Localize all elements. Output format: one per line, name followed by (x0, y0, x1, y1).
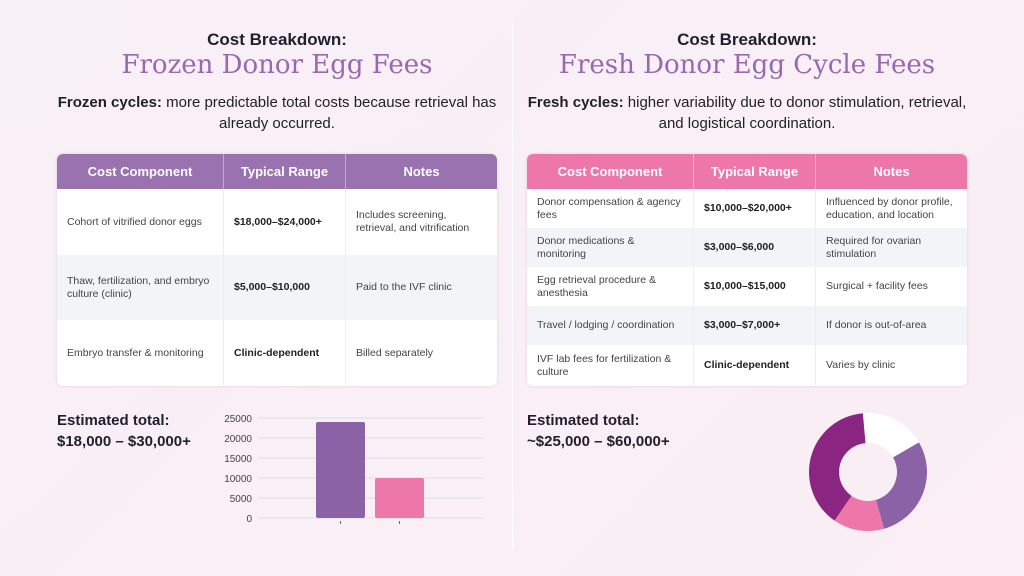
panel-title: Frozen Donor Egg Fees (121, 50, 433, 80)
table-row: Travel / lodging / coordination $3,000–$7… (527, 306, 967, 345)
subtitle-bold: Fresh cycles: (527, 94, 624, 111)
table-cell: Donor medications & monitoring (527, 228, 694, 267)
y-tick-label: 5000 (230, 494, 253, 505)
table-row: Donor compensation & agency fees $10,000–… (527, 189, 967, 228)
estimated-total: Estimated total: $18,000 – $30,000+ (57, 410, 191, 452)
table-row: Donor medications & monitoring $3,000–$6,… (527, 228, 967, 267)
table-row: Embryo transfer & monitoring Clinic-depen… (57, 320, 497, 386)
cost-table: Cost Component Typical Range Notes Cohort o… (57, 154, 497, 386)
table-row: Egg retrieval procedure & anesthesia $10,… (527, 267, 967, 306)
bar (316, 422, 365, 518)
estimated-total: Estimated total: ~$25,000 – $60,000+ (527, 410, 670, 452)
panel-title: Fresh Donor Egg Cycle Fees (558, 50, 936, 80)
table-row: Cohort of vitrified donor eggs $18,000–$2… (57, 189, 497, 255)
column-header: Notes (873, 164, 910, 179)
column-header: Notes (403, 164, 440, 179)
total-value: ~$25,000 – $60,000+ (527, 433, 670, 450)
table-row: IVF lab fees for fertilization & culture… (527, 345, 967, 386)
table-cell: Donor compensation & agency fees (527, 189, 694, 228)
table-cell: Billed separately (356, 346, 434, 359)
table-cell: $10,000–$20,000+ (694, 189, 816, 228)
donut-slice (834, 495, 885, 531)
subtitle-text: higher variability due to donor stimulat… (623, 94, 967, 132)
table-cell: Embryo transfer & monitoring (57, 320, 224, 386)
donut-chart (809, 413, 927, 531)
donut-slice (809, 413, 866, 521)
table-header: Cost Component Typical Range Notes (57, 154, 497, 189)
table-cell: Influenced by donor profile, education, … (826, 195, 953, 221)
column-header: Cost Component (527, 154, 694, 189)
divider (512, 20, 513, 550)
panel-subtitle: Frozen cycles: more predictable total co… (57, 92, 497, 134)
table-cell: Required for ovarian stimulation (826, 234, 922, 260)
table-cell: Surgical + facility fees (826, 280, 928, 292)
table-cell: Clinic-dependent (224, 320, 346, 386)
bar (375, 478, 424, 518)
column-header: Typical Range (694, 154, 816, 189)
table-cell: $3,000–$7,000+ (694, 306, 816, 345)
table-cell: If donor is out-of-area (826, 319, 927, 331)
total-label: Estimated total: (57, 412, 170, 429)
table-cell: Includes screening, retrieval, and vitri… (356, 209, 470, 234)
total-label: Estimated total: (527, 412, 640, 429)
y-tick-label: 0 (246, 514, 252, 525)
table-cell: IVF lab fees for fertilization & culture (527, 345, 694, 386)
table-cell: $18,000–$24,000+ (224, 189, 346, 255)
table-cell: Egg retrieval procedure & anesthesia (527, 267, 694, 306)
table-cell: Clinic-dependent (694, 345, 816, 386)
table-cell: Travel / lodging / coordination (527, 306, 694, 345)
table-header: Cost Component Typical Range Notes (527, 154, 967, 189)
panel-heading: Cost Breakdown: (677, 30, 817, 49)
table-row: Thaw, fertilization, and embryo culture … (57, 255, 497, 320)
table-cell: Paid to the IVF clinic (356, 281, 452, 293)
y-tick-label: 25000 (224, 414, 252, 425)
column-header: Cost Component (57, 154, 224, 189)
panel-subtitle: Fresh cycles: higher variability due to … (527, 92, 967, 134)
subtitle-bold: Frozen cycles: (57, 94, 162, 111)
panel-heading: Cost Breakdown: (207, 30, 347, 49)
y-tick-label: 10000 (224, 474, 252, 485)
table-cell: Varies by clinic (826, 359, 896, 371)
cost-table: Cost Component Typical Range Notes Donor co… (527, 154, 967, 386)
y-tick-label: 15000 (224, 454, 252, 465)
donut-slice (875, 442, 927, 529)
donut-slice (862, 413, 919, 458)
column-header: Typical Range (224, 154, 346, 189)
table-cell: Cohort of vitrified donor eggs (57, 189, 224, 255)
y-tick-label: 20000 (224, 434, 252, 445)
total-value: $18,000 – $30,000+ (57, 433, 191, 450)
table-cell: $10,000–$15,000 (694, 267, 816, 306)
subtitle-text: more predictable total costs because ret… (161, 94, 497, 132)
table-cell: $5,000–$10,000 (224, 255, 346, 320)
table-cell: Thaw, fertilization, and embryo culture … (57, 255, 224, 320)
bar-chart: 0 5000 10000 15000 20000 25000 (224, 414, 483, 525)
table-cell: $3,000–$6,000 (694, 228, 816, 267)
